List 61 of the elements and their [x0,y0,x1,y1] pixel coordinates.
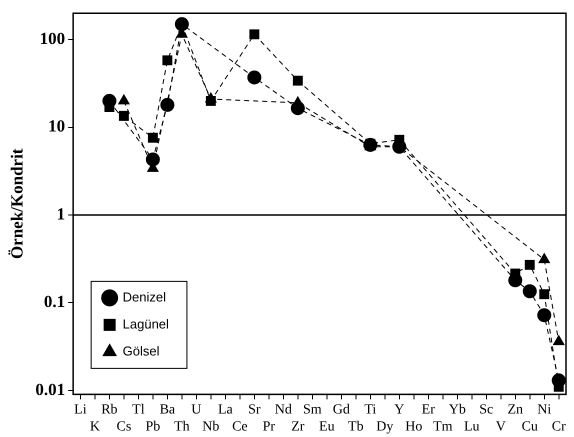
x-tick-label: Pb [145,419,160,434]
x-tick-label: Y [394,402,404,418]
x-tick-label: Gd [332,402,350,418]
y-tick-label: 0.1 [44,292,66,312]
x-tick-label: Li [74,402,87,418]
x-tick-label: Eu [319,419,335,434]
x-tick-label: Yb [448,402,466,418]
x-tick-label: Ce [232,419,248,434]
point [162,55,172,66]
x-tick-label: Er [422,402,436,418]
x-tick-label: Tb [348,419,364,434]
x-tick-label: Dy [376,419,394,434]
legend-label: Lagünel [122,316,170,332]
point [537,308,552,322]
y-axis-title: Örnek/Kondrit [8,148,27,260]
x-tick-label: Lu [464,419,480,434]
point [524,260,535,270]
legend-label: Denizel [122,289,166,304]
y-tick-label: 0.01 [35,380,66,399]
x-tick-label: Ba [160,402,176,418]
point [392,140,406,154]
x-tick-label: V [496,419,506,434]
y-tick-label: 100 [40,28,66,48]
x-tick-label: Tl [132,402,145,418]
x-tick-label: La [218,402,234,418]
point [522,284,537,298]
x-tick-label: Sc [479,402,494,418]
point [160,98,174,112]
x-tick-label: Cr [552,419,566,434]
x-tick-label: Nd [274,402,292,418]
point [118,110,129,121]
x-tick-label: Nb [202,419,220,434]
point [290,101,305,116]
x-tick-label: Rb [101,402,118,418]
x-tick-label: Cu [522,419,538,434]
x-tick-label: Zn [507,402,524,418]
x-tick-label: Ti [364,402,376,418]
x-tick-label: Th [174,419,190,434]
point [247,70,262,84]
x-tick-label: Ni [537,402,552,418]
legend-label: Gölsel [122,343,160,358]
point [102,94,116,108]
x-tick-label: K [90,419,100,434]
x-tick-label: Sm [302,402,322,418]
x-tick-label: Tm [433,419,453,434]
point [206,96,216,106]
x-tick-label: Pr [262,419,276,434]
point [249,29,260,40]
x-tick-label: Cs [116,419,132,434]
point [508,273,522,288]
point [292,76,303,86]
point [539,289,550,300]
x-tick-label: Ho [405,419,422,434]
x-tick-label: Zr [291,419,305,434]
point [148,132,158,143]
x-tick-label: U [191,402,202,418]
point [552,373,566,388]
x-tick-label: Sr [248,402,261,418]
y-tick-label: 10 [48,116,66,136]
y-tick-label: 1 [56,204,66,224]
point [146,152,160,166]
